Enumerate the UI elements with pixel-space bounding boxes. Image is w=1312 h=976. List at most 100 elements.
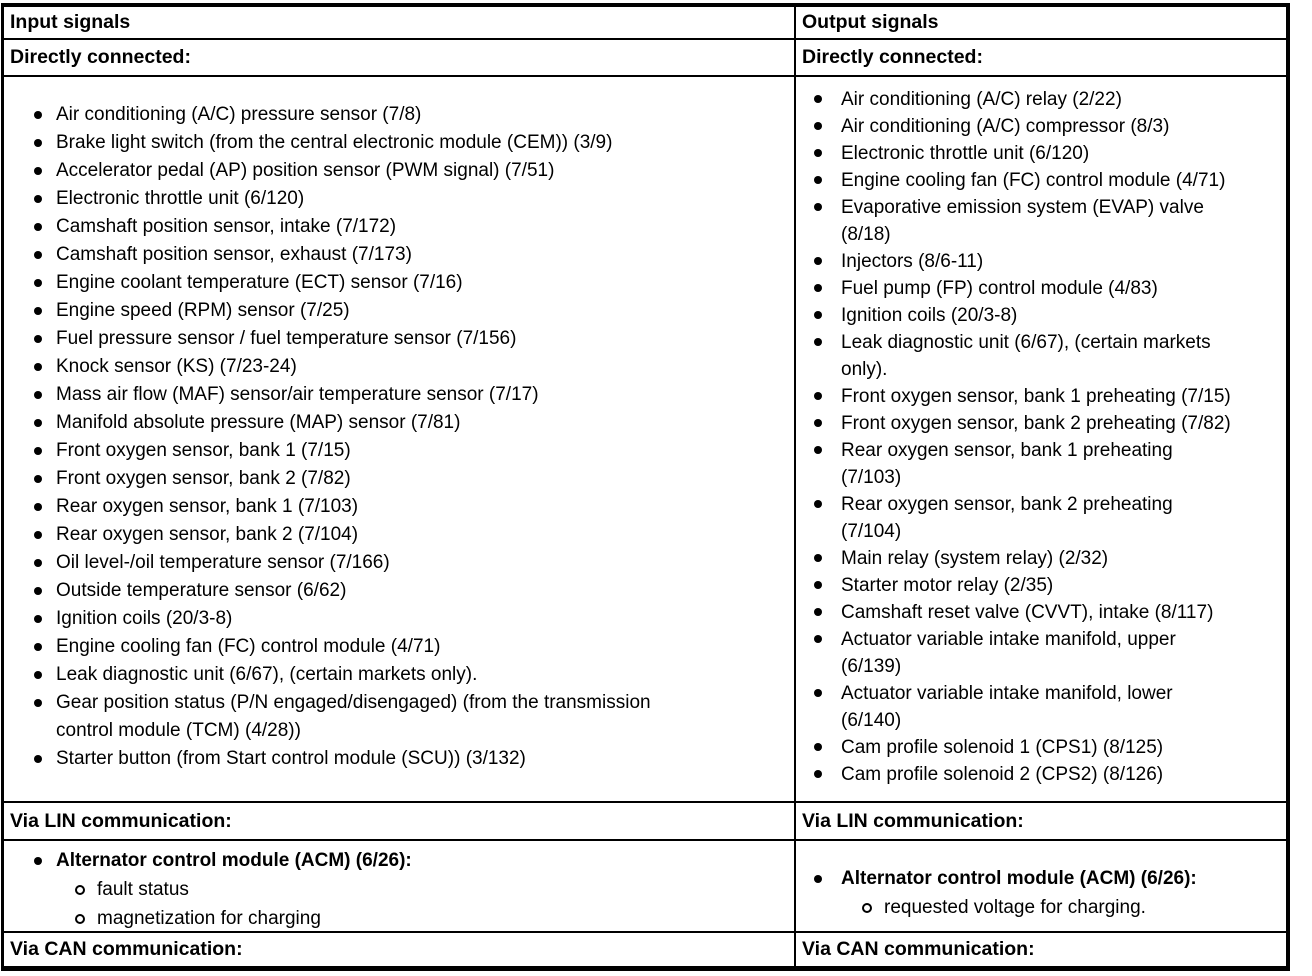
- bullet-icon: [34, 419, 42, 427]
- list-item-text: Engine speed (RPM) sensor (7/25): [56, 300, 350, 321]
- output-via-can-label: Via CAN communication:: [802, 938, 1035, 960]
- bullet-icon: [814, 392, 822, 400]
- bullet-icon: [814, 608, 822, 616]
- bullet-icon: [34, 307, 42, 315]
- circle-bullet-icon: [75, 885, 85, 895]
- list-item: Camshaft reset valve (CVVT), intake (8/1…: [814, 599, 1280, 626]
- lin-module-title-text: Alternator control module (ACM) (6/26):: [841, 868, 1197, 889]
- list-item-text: Leak diagnostic unit (6/67), (certain ma…: [841, 332, 1211, 380]
- list-item: Fuel pressure sensor / fuel temperature …: [34, 325, 788, 353]
- bullet-icon: [34, 139, 42, 147]
- list-item: Electronic throttle unit (6/120): [34, 185, 788, 213]
- bullet-icon: [34, 111, 42, 119]
- list-item-text: Oil level-/oil temperature sensor (7/166…: [56, 552, 390, 573]
- bullet-icon: [814, 338, 822, 346]
- list-item-text: Front oxygen sensor, bank 2 (7/82): [56, 468, 351, 489]
- list-item: Rear oxygen sensor, bank 1 preheating (7…: [814, 437, 1280, 491]
- bullet-icon: [34, 587, 42, 595]
- bullet-icon: [814, 500, 822, 508]
- list-item-text: Outside temperature sensor (6/62): [56, 580, 347, 601]
- bullet-icon: [34, 195, 42, 203]
- bullet-icon: [814, 203, 822, 211]
- sub-list-item-text: fault status: [97, 879, 189, 900]
- list-item: Electronic throttle unit (6/120): [814, 140, 1280, 167]
- list-item-text: Starter motor relay (2/35): [841, 575, 1054, 596]
- list-item-text: Rear oxygen sensor, bank 1 (7/103): [56, 496, 359, 517]
- input-directly-connected-label: Directly connected:: [4, 40, 796, 77]
- list-item: Fuel pump (FP) control module (4/83): [814, 275, 1280, 302]
- list-item: Air conditioning (A/C) compressor (8/3): [814, 113, 1280, 140]
- bullet-icon: [34, 223, 42, 231]
- list-item-text: Engine coolant temperature (ECT) sensor …: [56, 272, 463, 293]
- bullet-icon: [34, 363, 42, 371]
- list-item: Ignition coils (20/3-8): [34, 605, 788, 633]
- list-item-text: Brake light switch (from the central ele…: [56, 132, 613, 153]
- list-item-text: Electronic throttle unit (6/120): [841, 143, 1090, 164]
- list-item: Camshaft position sensor, exhaust (7/173…: [34, 241, 788, 269]
- list-item: Main relay (system relay) (2/32): [814, 545, 1280, 572]
- list-item: Camshaft position sensor, intake (7/172): [34, 213, 788, 241]
- list-item-text: Fuel pump (FP) control module (4/83): [841, 278, 1158, 299]
- list-item: Front oxygen sensor, bank 1 (7/15): [34, 437, 788, 465]
- list-item-text: Electronic throttle unit (6/120): [56, 188, 305, 209]
- input-signals-header: Input signals: [4, 7, 796, 40]
- output-via-lin-label: Via LIN communication:: [796, 803, 1286, 841]
- list-item-text: Fuel pressure sensor / fuel temperature …: [56, 328, 517, 349]
- list-item-text: Cam profile solenoid 2 (CPS2) (8/126): [841, 764, 1164, 785]
- list-item-text: Manifold absolute pressure (MAP) sensor …: [56, 412, 461, 433]
- bullet-icon: [814, 311, 822, 319]
- bullet-icon: [34, 755, 42, 763]
- bullet-icon: [814, 95, 822, 103]
- lin-module-title-item: Alternator control module (ACM) (6/26):: [34, 847, 788, 875]
- list-item: Knock sensor (KS) (7/23-24): [34, 353, 788, 381]
- list-item-text: Rear oxygen sensor, bank 1 preheating (7…: [841, 440, 1173, 488]
- bullet-icon: [814, 581, 822, 589]
- bullet-icon: [814, 770, 822, 778]
- list-item-text: Actuator variable intake manifold, lower…: [841, 683, 1173, 731]
- list-item: Evaporative emission system (EVAP) valve…: [814, 194, 1280, 248]
- list-item-text: Air conditioning (A/C) pressure sensor (…: [56, 104, 422, 125]
- list-item: Outside temperature sensor (6/62): [34, 577, 788, 605]
- bullet-icon: [814, 176, 822, 184]
- bullet-icon: [34, 615, 42, 623]
- bullet-icon: [814, 122, 822, 130]
- list-item-text: Injectors (8/6-11): [841, 251, 984, 272]
- list-item: Leak diagnostic unit (6/67), (certain ma…: [814, 329, 1280, 383]
- lin-module-title-item: Alternator control module (ACM) (6/26):: [814, 865, 1280, 893]
- list-item-text: Mass air flow (MAF) sensor/air temperatu…: [56, 384, 539, 405]
- lin-module-title-text: Alternator control module (ACM) (6/26):: [56, 850, 412, 871]
- list-item-text: Air conditioning (A/C) compressor (8/3): [841, 116, 1170, 137]
- bullet-icon: [814, 875, 822, 883]
- sub-list-item-text: magnetization for charging: [97, 908, 321, 929]
- list-item: Mass air flow (MAF) sensor/air temperatu…: [34, 381, 788, 409]
- list-item-text: Rear oxygen sensor, bank 2 (7/104): [56, 524, 359, 545]
- list-item-text: Ignition coils (20/3-8): [56, 608, 233, 629]
- list-item: Air conditioning (A/C) relay (2/22): [814, 86, 1280, 113]
- bullet-icon: [34, 251, 42, 259]
- list-item: Front oxygen sensor, bank 2 (7/82): [34, 465, 788, 493]
- list-item: Engine speed (RPM) sensor (7/25): [34, 297, 788, 325]
- bullet-icon: [814, 635, 822, 643]
- list-item-text: Cam profile solenoid 1 (CPS1) (8/125): [841, 737, 1164, 758]
- input-directly-connected-cell: Air conditioning (A/C) pressure sensor (…: [4, 77, 796, 803]
- bullet-icon: [814, 446, 822, 454]
- bullet-icon: [34, 699, 42, 707]
- bullet-icon: [34, 857, 42, 865]
- bullet-icon: [814, 257, 822, 265]
- list-item-text: Camshaft reset valve (CVVT), intake (8/1…: [841, 602, 1214, 623]
- input-lin-module-block: Alternator control module (ACM) (6/26): …: [4, 841, 794, 931]
- sub-list-item: magnetization for charging: [75, 904, 788, 931]
- bullet-icon: [814, 554, 822, 562]
- list-item-text: Engine cooling fan (FC) control module (…: [56, 636, 441, 657]
- sub-list-item: requested voltage for charging.: [862, 893, 1280, 922]
- bullet-icon: [34, 335, 42, 343]
- list-item: Starter motor relay (2/35): [814, 572, 1280, 599]
- list-item: Accelerator pedal (AP) position sensor (…: [34, 157, 788, 185]
- list-item: Gear position status (P/N engaged/diseng…: [34, 689, 788, 745]
- list-item: Actuator variable intake manifold, lower…: [814, 680, 1280, 734]
- list-item-text: Camshaft position sensor, intake (7/172): [56, 216, 397, 237]
- bullet-icon: [814, 149, 822, 157]
- list-item-text: Actuator variable intake manifold, upper…: [841, 629, 1176, 677]
- list-item-text: Front oxygen sensor, bank 2 preheating (…: [841, 413, 1231, 434]
- bullet-icon: [34, 447, 42, 455]
